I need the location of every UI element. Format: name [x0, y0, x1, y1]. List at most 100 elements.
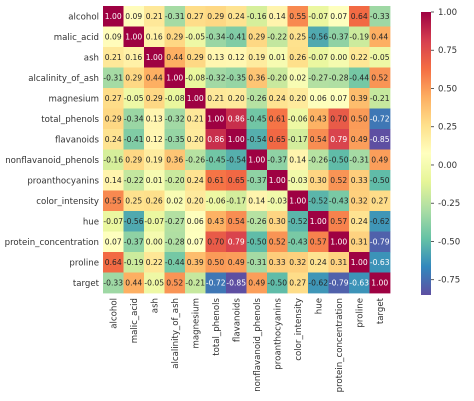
heatmap-cell — [328, 67, 350, 89]
heatmap-cell — [123, 129, 145, 150]
heatmap-cell — [328, 6, 350, 27]
heatmap-cell — [308, 47, 329, 68]
cell-value-label: -0.54 — [226, 156, 246, 165]
heatmap-cell — [267, 67, 288, 89]
heatmap-cell — [103, 129, 124, 150]
y-tick-label: ash — [84, 53, 99, 63]
cell-value-label: -0.85 — [226, 279, 246, 288]
y-tick-label: proanthocyanins — [27, 176, 99, 186]
heatmap-cell — [123, 190, 145, 212]
heatmap-cell — [349, 272, 370, 294]
heatmap-cell — [369, 129, 391, 150]
cell-value-label: 0.33 — [269, 258, 286, 267]
cell-value-label: 0.65 — [269, 135, 286, 144]
heatmap-cell — [205, 129, 227, 150]
heatmap-cell — [267, 211, 288, 232]
cell-value-label: -0.52 — [288, 217, 308, 226]
cell-value-label: 0.55 — [289, 12, 306, 21]
heatmap-cell — [205, 231, 227, 253]
heatmap-cell — [103, 67, 124, 89]
cell-value-label: 0.52 — [166, 279, 183, 288]
heatmap-cell — [308, 190, 329, 212]
heatmap-cell — [246, 6, 268, 27]
cell-value-label: -0.43 — [288, 238, 308, 247]
cell-value-label: -0.07 — [103, 217, 123, 226]
heatmap-cell — [164, 211, 186, 232]
heatmap-cell — [164, 129, 186, 150]
cell-value-label: -0.22 — [267, 33, 287, 42]
cell-value-label: -0.03 — [288, 176, 308, 185]
cell-value-label: 0.22 — [146, 258, 163, 267]
cell-value-label: -0.72 — [370, 115, 390, 124]
heatmap-cell — [144, 67, 165, 89]
cell-value-label: -0.32 — [206, 74, 226, 83]
heatmap-cell — [246, 272, 268, 294]
x-tick-label: magnesium — [191, 298, 201, 349]
cell-value-label: -0.19 — [124, 258, 144, 267]
cell-value-label: 0.26 — [289, 53, 306, 62]
heatmap-cell — [226, 88, 247, 109]
x-tick-label: hue — [314, 298, 324, 314]
cell-value-label: -0.62 — [370, 217, 390, 226]
heatmap-cell — [328, 149, 350, 171]
heatmap-cell — [103, 190, 124, 212]
heatmap-cell — [308, 170, 329, 191]
heatmap-cell — [287, 190, 309, 212]
cell-value-label: -0.26 — [247, 94, 267, 103]
heatmap-cell — [123, 88, 145, 109]
cell-value-label: -0.03 — [267, 197, 287, 206]
cell-value-label: 1.00 — [166, 74, 183, 83]
heatmap-cell — [164, 26, 186, 48]
cell-value-label: 0.19 — [146, 156, 163, 165]
cell-value-label: 0.44 — [166, 53, 183, 62]
heatmap-cell — [226, 149, 247, 171]
cell-value-label: -0.44 — [349, 74, 369, 83]
heatmap-cell — [103, 26, 124, 48]
heatmap-cell — [123, 211, 145, 232]
cell-value-label: -0.07 — [144, 217, 164, 226]
cell-value-label: 0.49 — [228, 258, 245, 267]
heatmap-cell — [349, 252, 370, 273]
cell-value-label: 0.70 — [330, 115, 347, 124]
cell-value-label: 0.09 — [125, 12, 142, 21]
heatmap-cell — [226, 170, 247, 191]
cell-value-label: 1.00 — [269, 176, 286, 185]
heatmap-cell — [349, 149, 370, 171]
cell-value-label: -0.28 — [165, 238, 185, 247]
cell-value-label: -0.07 — [308, 12, 328, 21]
cell-value-label: -0.56 — [124, 217, 144, 226]
heatmap-cell — [205, 88, 227, 109]
heatmap-cell — [164, 67, 186, 89]
cell-value-label: 0.19 — [248, 53, 265, 62]
heatmap-cell — [267, 252, 288, 273]
heatmap-cell — [246, 67, 268, 89]
cell-value-label: 0.52 — [269, 238, 286, 247]
heatmap-cell — [267, 272, 288, 294]
heatmap-cell — [349, 211, 370, 232]
x-tick-label: alcohol — [109, 298, 119, 329]
heatmap-cell — [267, 149, 288, 171]
cell-value-label: -0.41 — [226, 33, 246, 42]
heatmap-cell — [369, 272, 391, 294]
heatmap-cell — [144, 149, 165, 171]
cell-value-label: 0.27 — [187, 12, 204, 21]
heatmap-cell — [205, 47, 227, 68]
x-tick-label: protein_concentration — [335, 298, 345, 392]
x-tick-label: alcalinity_of_ash — [171, 298, 181, 369]
x-tick-label: total_phenols — [212, 297, 222, 355]
heatmap-cell — [287, 211, 309, 232]
cell-value-label: 0.70 — [207, 238, 224, 247]
cell-value-label: -0.50 — [370, 176, 390, 185]
cell-value-label: 0.14 — [269, 12, 286, 21]
cell-value-label: 0.65 — [228, 176, 245, 185]
heatmap-cell — [328, 170, 350, 191]
heatmap-cell — [287, 170, 309, 191]
colorbar-tick-label: 0.25 — [438, 123, 457, 133]
cell-value-label: 0.20 — [187, 135, 204, 144]
cell-value-label: -0.31 — [349, 156, 369, 165]
cell-value-label: 0.36 — [248, 74, 265, 83]
cell-value-label: -0.79 — [329, 279, 349, 288]
cell-value-label: -0.28 — [329, 74, 349, 83]
heatmap-cell — [369, 252, 391, 273]
cell-value-label: 0.16 — [146, 33, 163, 42]
